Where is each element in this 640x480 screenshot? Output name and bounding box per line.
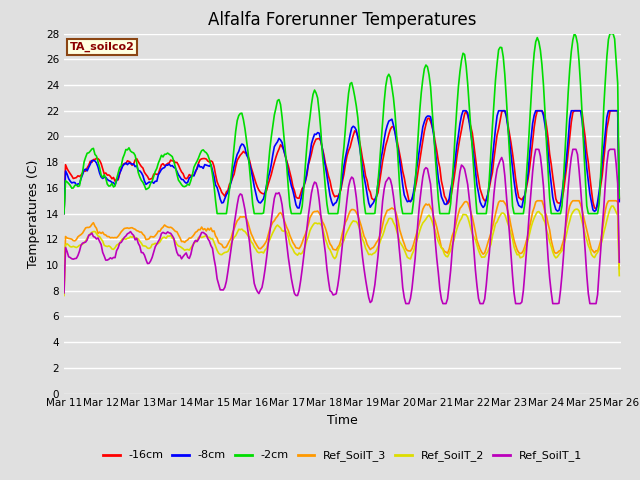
- Legend: -16cm, -8cm, -2cm, Ref_SoilT_3, Ref_SoilT_2, Ref_SoilT_1: -16cm, -8cm, -2cm, Ref_SoilT_3, Ref_Soil…: [99, 446, 586, 466]
- X-axis label: Time: Time: [327, 414, 358, 427]
- Y-axis label: Temperatures (C): Temperatures (C): [28, 159, 40, 268]
- Title: Alfalfa Forerunner Temperatures: Alfalfa Forerunner Temperatures: [208, 11, 477, 29]
- Text: TA_soilco2: TA_soilco2: [70, 42, 134, 52]
